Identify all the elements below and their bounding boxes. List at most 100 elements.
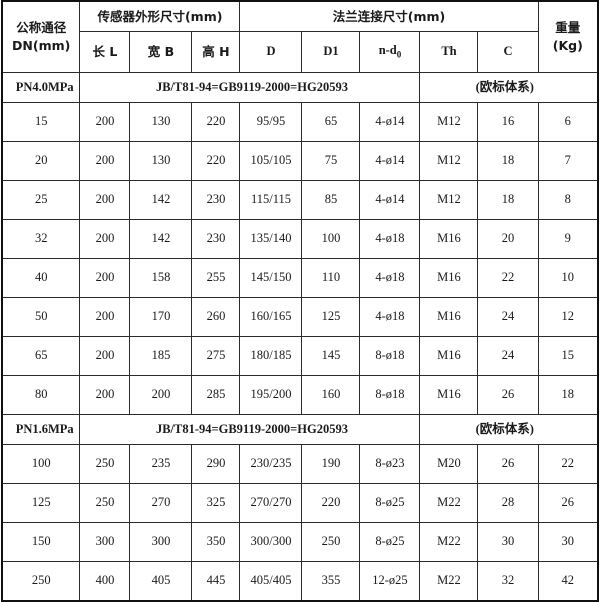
cell-length: 200 (79, 297, 131, 337)
header-weight: 重量 (Kg) (537, 0, 599, 73)
cell-weight: 30 (537, 522, 599, 562)
cell-length: 200 (79, 219, 131, 259)
cell-c: 18 (477, 141, 539, 181)
cell-weight: 12 (537, 297, 599, 337)
cell-weight: 10 (537, 258, 599, 298)
cell-width: 158 (129, 258, 193, 298)
cell-th: M16 (419, 258, 479, 298)
cell-d1: 220 (301, 483, 361, 523)
cell-c: 28 (477, 483, 539, 523)
cell-n-d0: 4-ø14 (359, 180, 421, 220)
cell-dn: 20 (1, 141, 81, 181)
cell-height: 350 (191, 522, 241, 562)
cell-weight: 42 (537, 561, 599, 602)
cell-height: 220 (191, 141, 241, 181)
header-nominal-diameter: 公称通径 DN(mm) (1, 0, 81, 73)
header-n-d0: n-d0 (359, 31, 421, 73)
cell-d1: 190 (301, 444, 361, 484)
header-group-flange-dimensions: 法兰连接尺寸(mm) (239, 0, 539, 32)
cell-length: 250 (79, 444, 131, 484)
cell-dn: 50 (1, 297, 81, 337)
cell-dn: 40 (1, 258, 81, 298)
cell-c: 30 (477, 522, 539, 562)
table-row: 65 200 185 275 180/185 145 8-ø18 M16 24 … (1, 336, 599, 376)
cell-dn: 125 (1, 483, 81, 523)
cell-n-d0: 8-ø18 (359, 375, 421, 415)
cell-dn: 250 (1, 561, 81, 602)
cell-d: 135/140 (239, 219, 303, 259)
section-pressure-rating: PN4.0MPa (1, 72, 81, 103)
cell-n-d0: 4-ø18 (359, 297, 421, 337)
cell-c: 26 (477, 375, 539, 415)
cell-height: 290 (191, 444, 241, 484)
cell-length: 200 (79, 180, 131, 220)
table-row: 40 200 158 255 145/150 110 4-ø18 M16 22 … (1, 258, 599, 298)
cell-c: 22 (477, 258, 539, 298)
header-length: 长 L (79, 31, 131, 73)
header-height: 高 H (191, 31, 241, 73)
cell-d1: 65 (301, 102, 361, 142)
cell-length: 200 (79, 375, 131, 415)
cell-length: 200 (79, 102, 131, 142)
cell-th: M16 (419, 336, 479, 376)
cell-c: 24 (477, 297, 539, 337)
cell-weight: 26 (537, 483, 599, 523)
cell-length: 200 (79, 141, 131, 181)
cell-th: M12 (419, 102, 479, 142)
section-system: (欧标体系) (419, 414, 599, 445)
cell-height: 255 (191, 258, 241, 298)
cell-d1: 250 (301, 522, 361, 562)
cell-c: 24 (477, 336, 539, 376)
cell-d1: 100 (301, 219, 361, 259)
cell-dn: 32 (1, 219, 81, 259)
cell-n-d0: 4-ø14 (359, 141, 421, 181)
cell-height: 325 (191, 483, 241, 523)
cell-c: 16 (477, 102, 539, 142)
cell-c: 32 (477, 561, 539, 602)
section-divider-row: PN4.0MPa JB/T81-94=GB9119-2000=HG20593 (… (1, 72, 599, 103)
cell-weight: 18 (537, 375, 599, 415)
cell-th: M22 (419, 561, 479, 602)
cell-d: 115/115 (239, 180, 303, 220)
cell-d: 145/150 (239, 258, 303, 298)
cell-n-d0: 8-ø25 (359, 483, 421, 523)
cell-d: 95/95 (239, 102, 303, 142)
table-row: 125 250 270 325 270/270 220 8-ø25 M22 28… (1, 483, 599, 523)
cell-n-d0: 8-ø25 (359, 522, 421, 562)
header-nominal-diameter-line2: DN(mm) (12, 38, 71, 53)
table-header-group-row: 公称通径 DN(mm) 传感器外形尺寸(mm) 法兰连接尺寸(mm) 重量 (K… (1, 0, 599, 73)
cell-th: M22 (419, 483, 479, 523)
cell-width: 142 (129, 219, 193, 259)
cell-d: 405/405 (239, 561, 303, 602)
cell-weight: 6 (537, 102, 599, 142)
cell-n-d0: 4-ø18 (359, 258, 421, 298)
cell-d1: 160 (301, 375, 361, 415)
cell-width: 185 (129, 336, 193, 376)
table-row: 250 400 405 445 405/405 355 12-ø25 M22 3… (1, 561, 599, 602)
header-n-d0-prefix: n-d (378, 43, 397, 58)
table-header-subrow: 长 L 宽 B 高 H D D1 n-d0 Th C (2, 31, 598, 73)
cell-dn: 100 (1, 444, 81, 484)
cell-weight: 15 (537, 336, 599, 376)
cell-c: 20 (477, 219, 539, 259)
cell-weight: 22 (537, 444, 599, 484)
cell-d1: 85 (301, 180, 361, 220)
section-standard: JB/T81-94=GB9119-2000=HG20593 (79, 414, 421, 445)
cell-width: 235 (129, 444, 193, 484)
table-row: 25 200 142 230 115/115 85 4-ø14 M12 18 8 (1, 180, 599, 220)
cell-d: 300/300 (239, 522, 303, 562)
header-c: C (477, 31, 539, 73)
table-row: 32 200 142 230 135/140 100 4-ø18 M16 20 … (1, 219, 599, 259)
cell-d: 160/165 (239, 297, 303, 337)
cell-d: 270/270 (239, 483, 303, 523)
header-group-sensor-dimensions: 传感器外形尺寸(mm) (79, 0, 241, 32)
cell-th: M16 (419, 375, 479, 415)
cell-th: M12 (419, 141, 479, 181)
header-weight-line2: (Kg) (552, 38, 583, 53)
cell-d1: 110 (301, 258, 361, 298)
cell-height: 445 (191, 561, 241, 602)
cell-height: 285 (191, 375, 241, 415)
cell-length: 400 (79, 561, 131, 602)
cell-dn: 25 (1, 180, 81, 220)
